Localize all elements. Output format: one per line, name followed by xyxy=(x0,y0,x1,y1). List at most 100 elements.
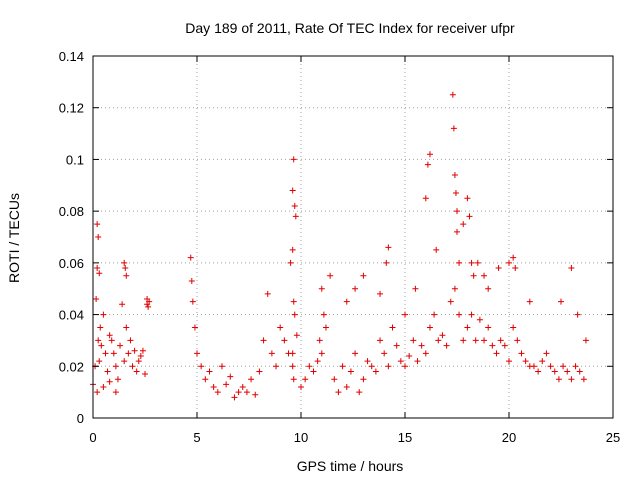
data-point xyxy=(381,350,388,357)
data-point xyxy=(481,337,488,344)
data-point xyxy=(252,391,259,398)
data-point xyxy=(133,368,140,375)
y-tick-label: 0.06 xyxy=(59,256,84,271)
data-point xyxy=(320,311,327,318)
data-point xyxy=(343,298,350,305)
data-point xyxy=(106,378,113,385)
data-point xyxy=(547,363,554,370)
data-point xyxy=(214,389,221,396)
data-point xyxy=(206,368,213,375)
data-point xyxy=(187,254,194,261)
plot-frame xyxy=(92,55,614,419)
data-point xyxy=(506,358,512,365)
data-point xyxy=(142,371,148,378)
data-point xyxy=(135,358,142,365)
data-point xyxy=(121,358,128,365)
data-point xyxy=(123,272,130,279)
data-point xyxy=(94,389,101,396)
data-point xyxy=(564,368,571,375)
data-point xyxy=(439,332,446,339)
data-point xyxy=(277,324,284,331)
data-point xyxy=(572,363,579,370)
data-point xyxy=(327,272,334,279)
data-point xyxy=(239,383,246,390)
data-point xyxy=(273,363,280,370)
data-point xyxy=(289,246,296,253)
data-point xyxy=(231,394,238,401)
data-point xyxy=(422,195,429,202)
data-point xyxy=(518,350,525,357)
data-point xyxy=(123,324,130,331)
data-point xyxy=(543,350,550,357)
data-point xyxy=(268,350,275,357)
data-point xyxy=(485,285,492,292)
data-point xyxy=(106,332,113,339)
data-point xyxy=(316,337,323,344)
data-point xyxy=(210,383,217,390)
data-point xyxy=(227,373,234,380)
data-point xyxy=(248,376,255,383)
x-axis-label: GPS time / hours xyxy=(297,458,404,474)
y-tick-label: 0.04 xyxy=(59,308,84,323)
data-point xyxy=(347,368,354,375)
data-point xyxy=(449,91,456,98)
data-point xyxy=(555,376,562,383)
data-point xyxy=(406,352,413,359)
data-point xyxy=(322,324,329,331)
data-point xyxy=(389,324,396,331)
data-point xyxy=(97,324,104,331)
data-point xyxy=(145,303,152,310)
y-tick-label: 0.1 xyxy=(66,152,84,167)
x-tick-label: 10 xyxy=(294,430,308,445)
y-tick-label: 0.14 xyxy=(59,49,84,64)
data-point xyxy=(450,125,457,132)
data-point xyxy=(383,259,390,266)
data-point xyxy=(372,368,379,375)
data-point xyxy=(456,311,463,318)
axis-ticks: 0 0.02 0.04 0.06 0.08 0.1 0.12 0.14 0 5 10 15 20 25 xyxy=(59,49,621,445)
x-tick-label: 25 xyxy=(606,430,620,445)
data-point xyxy=(431,311,438,318)
data-point xyxy=(104,368,111,375)
y-tick-label: 0.12 xyxy=(59,101,84,116)
data-point xyxy=(318,350,325,357)
data-point xyxy=(456,259,463,266)
data-point xyxy=(202,376,209,383)
data-point xyxy=(368,363,375,370)
data-point xyxy=(108,337,115,344)
data-point xyxy=(424,161,431,168)
data-point xyxy=(433,246,440,253)
data-point xyxy=(198,363,205,370)
data-point xyxy=(464,195,471,202)
data-point xyxy=(558,298,564,305)
data-point xyxy=(474,259,481,266)
data-point xyxy=(306,363,313,370)
data-point xyxy=(243,389,250,396)
data-point xyxy=(510,324,517,331)
data-point xyxy=(121,259,128,266)
grid xyxy=(93,56,613,418)
data-point xyxy=(291,311,298,318)
data-point xyxy=(385,363,392,370)
data-point xyxy=(522,358,529,365)
data-point xyxy=(426,324,433,331)
data-point xyxy=(112,389,119,396)
data-point xyxy=(535,368,542,375)
data-point xyxy=(96,270,103,277)
data-point xyxy=(139,347,146,354)
x-tick-label: 15 xyxy=(398,430,412,445)
data-point xyxy=(289,363,296,370)
data-point xyxy=(568,376,575,383)
data-point xyxy=(481,272,488,279)
x-tick-label: 20 xyxy=(502,430,516,445)
data-point xyxy=(125,350,132,357)
data-point xyxy=(493,350,500,357)
data-point xyxy=(560,363,567,370)
data-point xyxy=(497,337,504,344)
data-point xyxy=(574,311,581,318)
data-point xyxy=(289,350,296,357)
data-point xyxy=(460,221,467,228)
data-point xyxy=(292,213,299,220)
data-point xyxy=(410,337,417,344)
